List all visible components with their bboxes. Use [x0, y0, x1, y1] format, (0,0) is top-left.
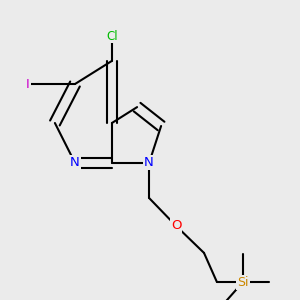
Text: O: O — [171, 219, 181, 232]
Text: Si: Si — [237, 275, 249, 289]
Text: N: N — [70, 156, 80, 170]
Text: Cl: Cl — [106, 29, 118, 43]
Text: I: I — [26, 77, 30, 91]
Text: N: N — [144, 156, 154, 170]
